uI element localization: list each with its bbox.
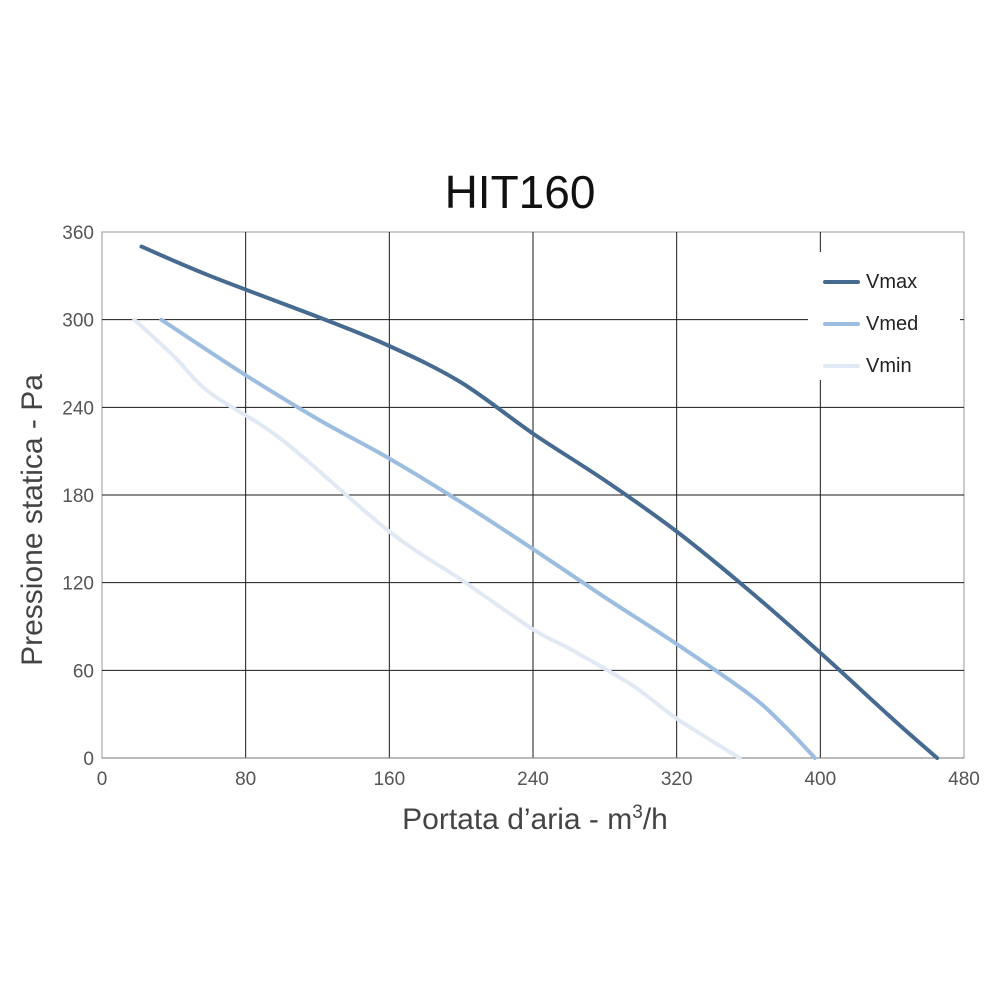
legend-box	[808, 252, 960, 380]
legend-label-vmed: Vmed	[866, 313, 918, 335]
y-axis-label: Pressione statica - Pa	[16, 374, 49, 666]
y-tick-label: 180	[62, 486, 94, 507]
x-tick-label: 0	[97, 769, 108, 790]
x-tick-label: 160	[373, 769, 405, 790]
legend: Vmax Vmed Vmin	[808, 252, 960, 380]
x-tick-label: 240	[517, 769, 549, 790]
x-axis-label-tail: /h	[643, 803, 668, 836]
series-lines	[132, 244, 940, 760]
series-line-vmin	[132, 317, 742, 760]
y-tick-label: 120	[62, 574, 94, 595]
x-tick-label: 80	[235, 769, 256, 790]
x-axis-label: Portata d’aria - m3/h	[402, 802, 668, 836]
tick-labels: 0 80 160 240 320 400 480 0 60 120 180 240 300 360	[62, 223, 980, 790]
y-tick-label: 300	[62, 311, 94, 332]
x-tick-label: 480	[948, 769, 980, 790]
y-tick-label: 360	[62, 223, 94, 244]
legend-label-vmin: Vmin	[866, 355, 912, 377]
x-tick-label: 400	[804, 769, 836, 790]
chart-title: HIT160	[445, 166, 596, 218]
y-tick-label: 60	[73, 661, 94, 682]
legend-label-vmax: Vmax	[866, 271, 917, 293]
series-line-vmed	[159, 317, 817, 760]
series-line-vmax	[139, 244, 940, 760]
y-tick-label: 0	[83, 749, 94, 770]
x-axis-label-superscript: 3	[632, 802, 643, 823]
y-tick-label: 240	[62, 398, 94, 419]
x-tick-label: 320	[661, 769, 693, 790]
